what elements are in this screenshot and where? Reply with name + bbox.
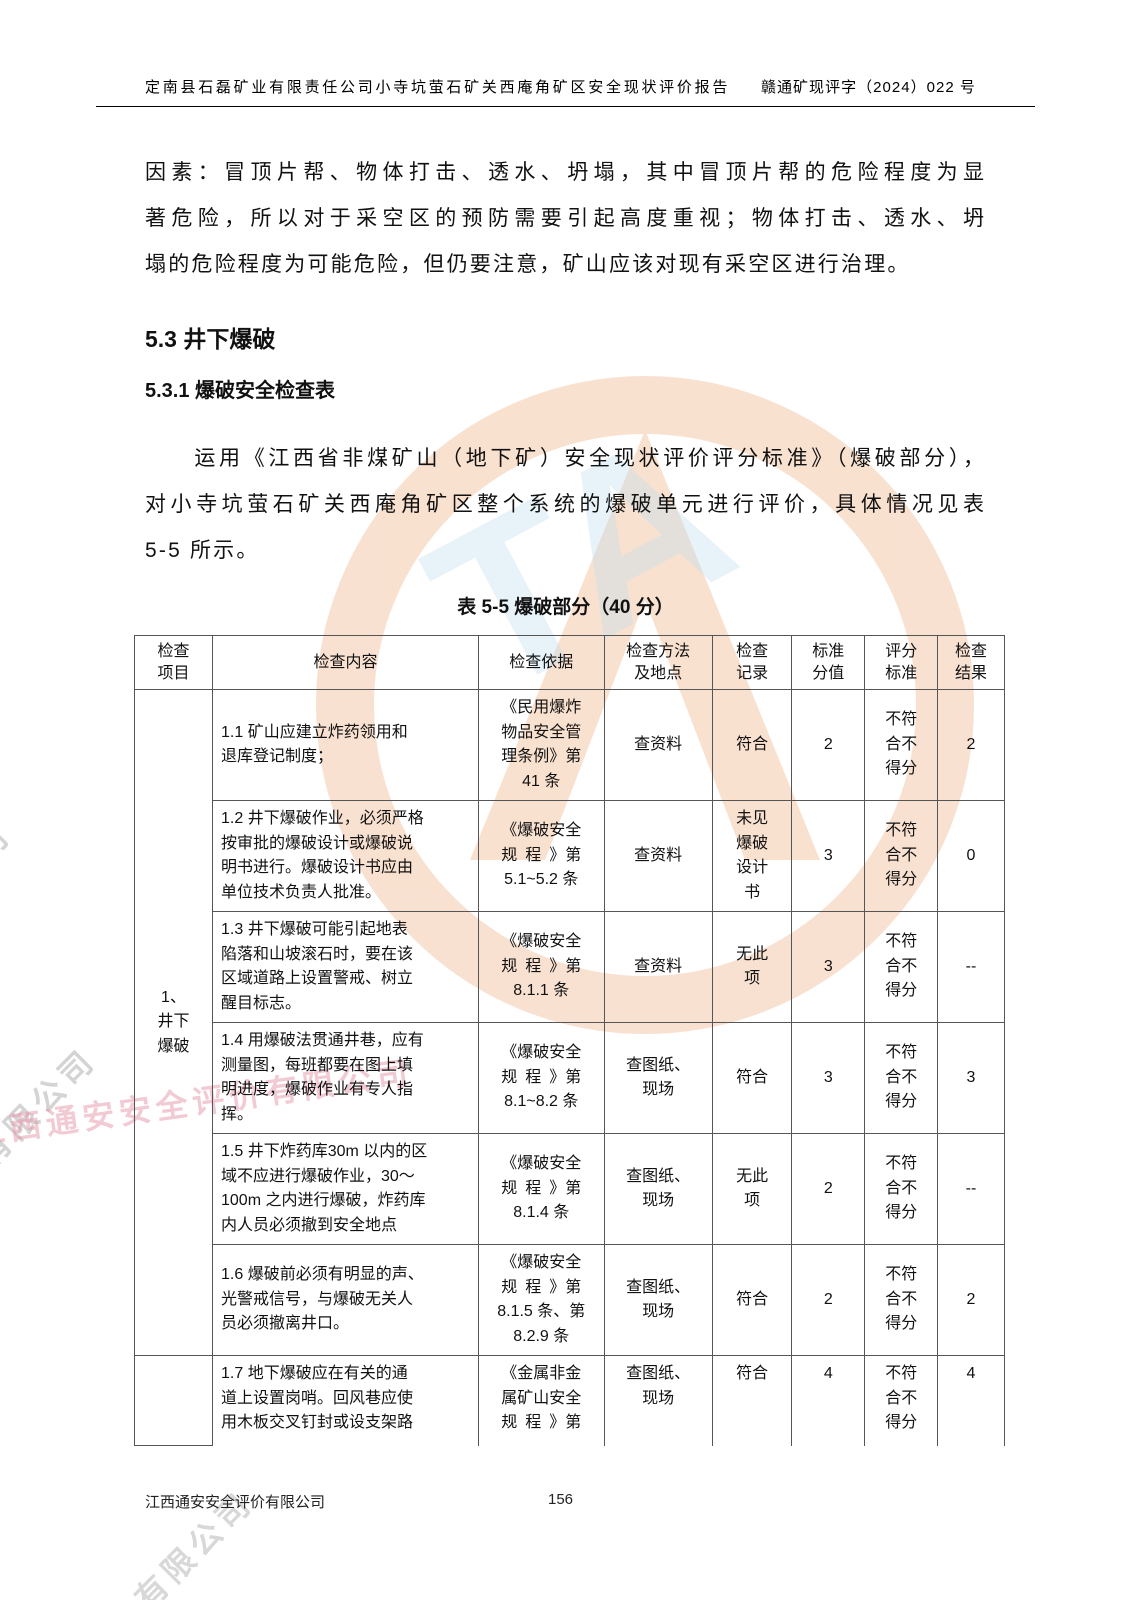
svg-text:安全评价有限公司: 安全评价有限公司 [0,1041,104,1281]
svg-text:限公司: 限公司 [0,816,19,922]
